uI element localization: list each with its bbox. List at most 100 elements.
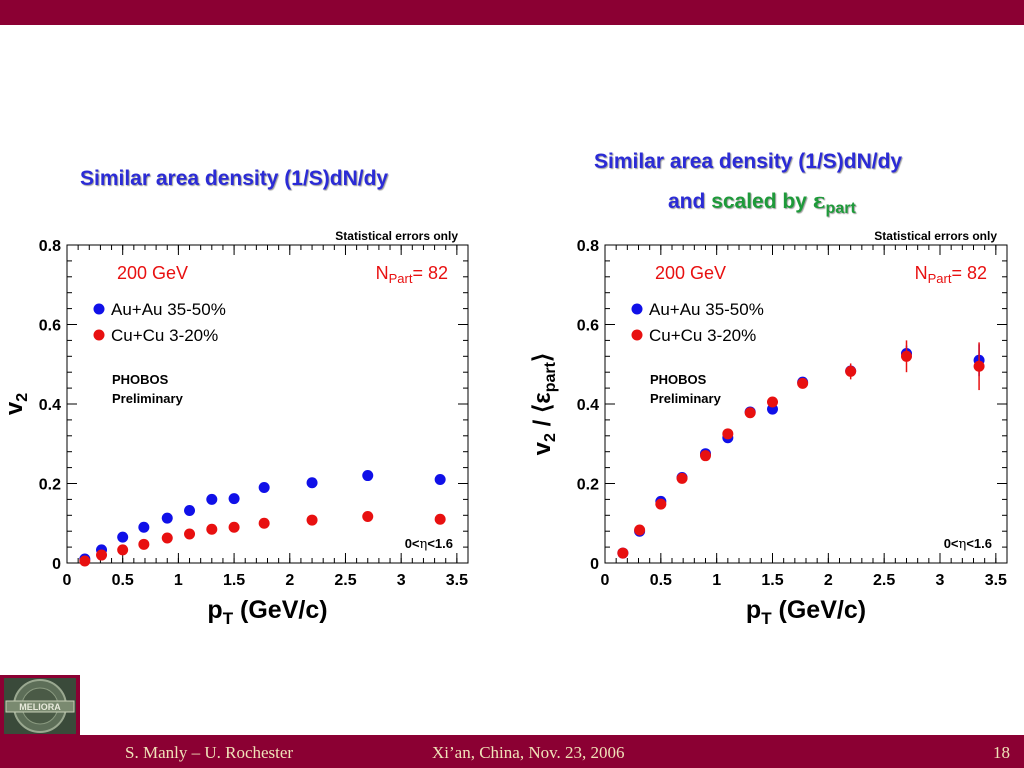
title-scaled-by: scaled by <box>711 190 807 213</box>
eta-post: <1.6 <box>427 536 453 551</box>
x-axis-title: pT (GeV/c) <box>746 596 866 628</box>
x-tick-label: 2.5 <box>873 572 895 589</box>
data-point-cu <box>973 360 985 372</box>
eta-post: <1.6 <box>966 536 992 551</box>
university-seal-logo: MELIORA <box>0 675 80 737</box>
y-axis-divisor-subscript: part <box>542 361 559 392</box>
left-v2-chart: 0 0.2 0.4 0.6 0.8 0 0.5 1 1.5 2 2.5 3 3.5 Statistical… <box>1 229 469 628</box>
npart-subscript: Part <box>389 271 413 286</box>
data-point-cu <box>634 524 646 536</box>
data-point-au <box>228 493 240 505</box>
data-point-au <box>161 512 173 524</box>
y-axis-close-bracket: ⟩ <box>529 353 556 362</box>
x-tick-label: 2 <box>824 572 833 589</box>
npart-subscript: Part <box>928 271 952 286</box>
y-tick-label: 0 <box>52 556 61 573</box>
y-tick-label: 0.2 <box>577 477 599 494</box>
legend-label: Cu+Cu 3-20% <box>649 326 756 345</box>
data-point-cu <box>744 407 756 419</box>
x-tick-label: 1.5 <box>223 572 245 589</box>
y-axis-v: v <box>1 401 28 415</box>
data-point-cu <box>161 532 173 544</box>
data-point-cu <box>117 544 129 556</box>
footer-page-number: 18 <box>993 743 1010 762</box>
data-point-cu <box>767 396 778 408</box>
data-point-cu <box>79 555 91 567</box>
eta-range-label: 0<η<1.6 <box>405 536 453 552</box>
footer-bar <box>0 735 1024 768</box>
y-axis-title: v2 <box>1 393 31 415</box>
data-point-cu <box>655 498 667 510</box>
npart-n: N <box>915 263 928 283</box>
logo-text: MELIORA <box>19 702 61 712</box>
title-epsilon: ε <box>812 188 826 213</box>
x-axis-p: p <box>207 596 222 624</box>
y-tick-label: 0.2 <box>39 477 61 494</box>
data-point-au <box>138 521 150 533</box>
data-point-cu <box>700 450 711 462</box>
data-point-cu <box>362 510 374 522</box>
x-tick-label: 3 <box>936 572 945 589</box>
data-point-cu <box>138 538 150 550</box>
x-tick-label: 2 <box>285 572 294 589</box>
data-point-cu <box>306 514 318 526</box>
x-tick-label: 0 <box>63 572 72 589</box>
preliminary-label: Preliminary <box>650 391 722 406</box>
npart-label: NPart= 82 <box>376 263 448 286</box>
data-point-cu <box>797 377 809 389</box>
right-chart-title-line1: Similar area density (1/S)dN/dy <box>594 150 903 173</box>
footer-author: S. Manly – U. Rochester <box>125 743 294 762</box>
y-axis-subscript: 2 <box>542 433 559 442</box>
x-tick-label: 3.5 <box>985 572 1007 589</box>
y-tick-label: 0.8 <box>577 238 599 255</box>
data-point-cu <box>206 523 218 535</box>
x-tick-label: 3.5 <box>446 572 468 589</box>
y-axis-title: v2 / ⟨εpart⟩ <box>529 353 559 456</box>
phobos-label: PHOBOS <box>112 372 169 387</box>
x-axis-units: (GeV/c) <box>772 596 866 624</box>
top-banner <box>0 0 1024 25</box>
footer-venue: Xi’an, China, Nov. 23, 2006 <box>432 743 625 762</box>
x-axis-p: p <box>746 596 761 624</box>
x-tick-label: 3 <box>397 572 406 589</box>
data-point-cu <box>184 528 196 540</box>
data-point-cu <box>434 513 446 525</box>
data-point-au <box>362 470 374 482</box>
right-chart-title-line2: and scaled by εpart <box>668 188 856 218</box>
legend-marker-0 <box>631 303 643 315</box>
eta-pre: 0< <box>944 536 959 551</box>
y-tick-label: 0.4 <box>39 397 61 414</box>
y-axis-divisor: / ⟨ε <box>529 392 556 433</box>
statistical-errors-note: Statistical errors only <box>335 229 458 243</box>
phobos-label: PHOBOS <box>650 372 707 387</box>
data-point-cu <box>901 350 912 362</box>
data-point-au <box>258 481 270 493</box>
title-and: and <box>668 190 706 213</box>
legend-marker-1 <box>93 329 105 341</box>
x-tick-label: 1 <box>174 572 183 589</box>
data-point-au <box>434 474 446 486</box>
data-point-cu <box>96 549 108 561</box>
data-point-cu <box>617 547 629 559</box>
eta-symbol: η <box>959 537 967 552</box>
eta-range-label: 0<η<1.6 <box>944 536 992 552</box>
legend-label: Cu+Cu 3-20% <box>111 326 218 345</box>
x-axis-subscript: T <box>223 609 234 628</box>
legend-label: Au+Au 35-50% <box>649 300 764 319</box>
x-tick-label: 1 <box>712 572 721 589</box>
preliminary-label: Preliminary <box>112 391 184 406</box>
data-point-au <box>306 477 318 489</box>
x-tick-label: 2.5 <box>334 572 356 589</box>
energy-label: 200 GeV <box>655 263 726 283</box>
statistical-errors-note: Statistical errors only <box>874 229 997 243</box>
data-point-au <box>117 531 129 543</box>
x-tick-label: 0.5 <box>112 572 134 589</box>
title-epsilon-sub: part <box>825 200 856 218</box>
y-axis-subscript: 2 <box>14 393 31 402</box>
data-point-au <box>184 505 196 517</box>
x-axis-title: pT (GeV/c) <box>207 596 327 628</box>
npart-value: = 82 <box>412 263 448 283</box>
legend-label: Au+Au 35-50% <box>111 300 226 319</box>
data-point-cu <box>228 521 240 533</box>
x-axis-units: (GeV/c) <box>233 596 327 624</box>
